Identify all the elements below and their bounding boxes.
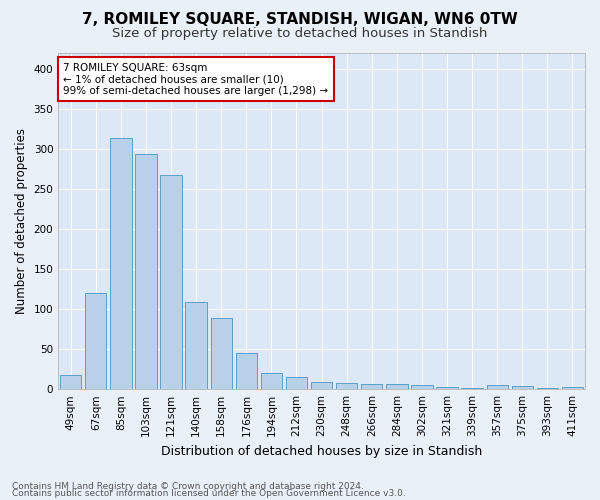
Bar <box>461 388 483 389</box>
Bar <box>361 384 382 389</box>
Bar <box>185 302 207 389</box>
Bar <box>136 154 157 389</box>
Bar <box>487 385 508 389</box>
Bar <box>160 175 182 389</box>
Bar <box>110 138 131 389</box>
X-axis label: Distribution of detached houses by size in Standish: Distribution of detached houses by size … <box>161 444 482 458</box>
Bar <box>311 382 332 389</box>
Text: 7 ROMILEY SQUARE: 63sqm
← 1% of detached houses are smaller (10)
99% of semi-det: 7 ROMILEY SQUARE: 63sqm ← 1% of detached… <box>64 62 329 96</box>
Bar <box>336 383 358 389</box>
Bar <box>411 385 433 389</box>
Bar <box>537 388 558 389</box>
Text: 7, ROMILEY SQUARE, STANDISH, WIGAN, WN6 0TW: 7, ROMILEY SQUARE, STANDISH, WIGAN, WN6 … <box>82 12 518 28</box>
Text: Size of property relative to detached houses in Standish: Size of property relative to detached ho… <box>112 28 488 40</box>
Text: Contains public sector information licensed under the Open Government Licence v3: Contains public sector information licen… <box>12 490 406 498</box>
Bar <box>512 386 533 389</box>
Bar <box>286 377 307 389</box>
Bar <box>261 373 282 389</box>
Bar <box>562 387 583 389</box>
Bar <box>211 318 232 389</box>
Bar <box>386 384 407 389</box>
Y-axis label: Number of detached properties: Number of detached properties <box>15 128 28 314</box>
Bar <box>236 353 257 389</box>
Bar <box>60 375 82 389</box>
Bar <box>85 293 106 389</box>
Bar <box>436 387 458 389</box>
Text: Contains HM Land Registry data © Crown copyright and database right 2024.: Contains HM Land Registry data © Crown c… <box>12 482 364 491</box>
